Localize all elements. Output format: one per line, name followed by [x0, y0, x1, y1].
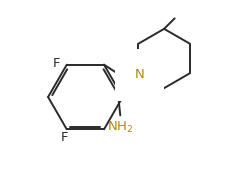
- Text: F: F: [61, 131, 68, 144]
- Text: N: N: [134, 68, 144, 81]
- Text: F: F: [52, 57, 60, 70]
- Text: NH$_2$: NH$_2$: [107, 120, 133, 135]
